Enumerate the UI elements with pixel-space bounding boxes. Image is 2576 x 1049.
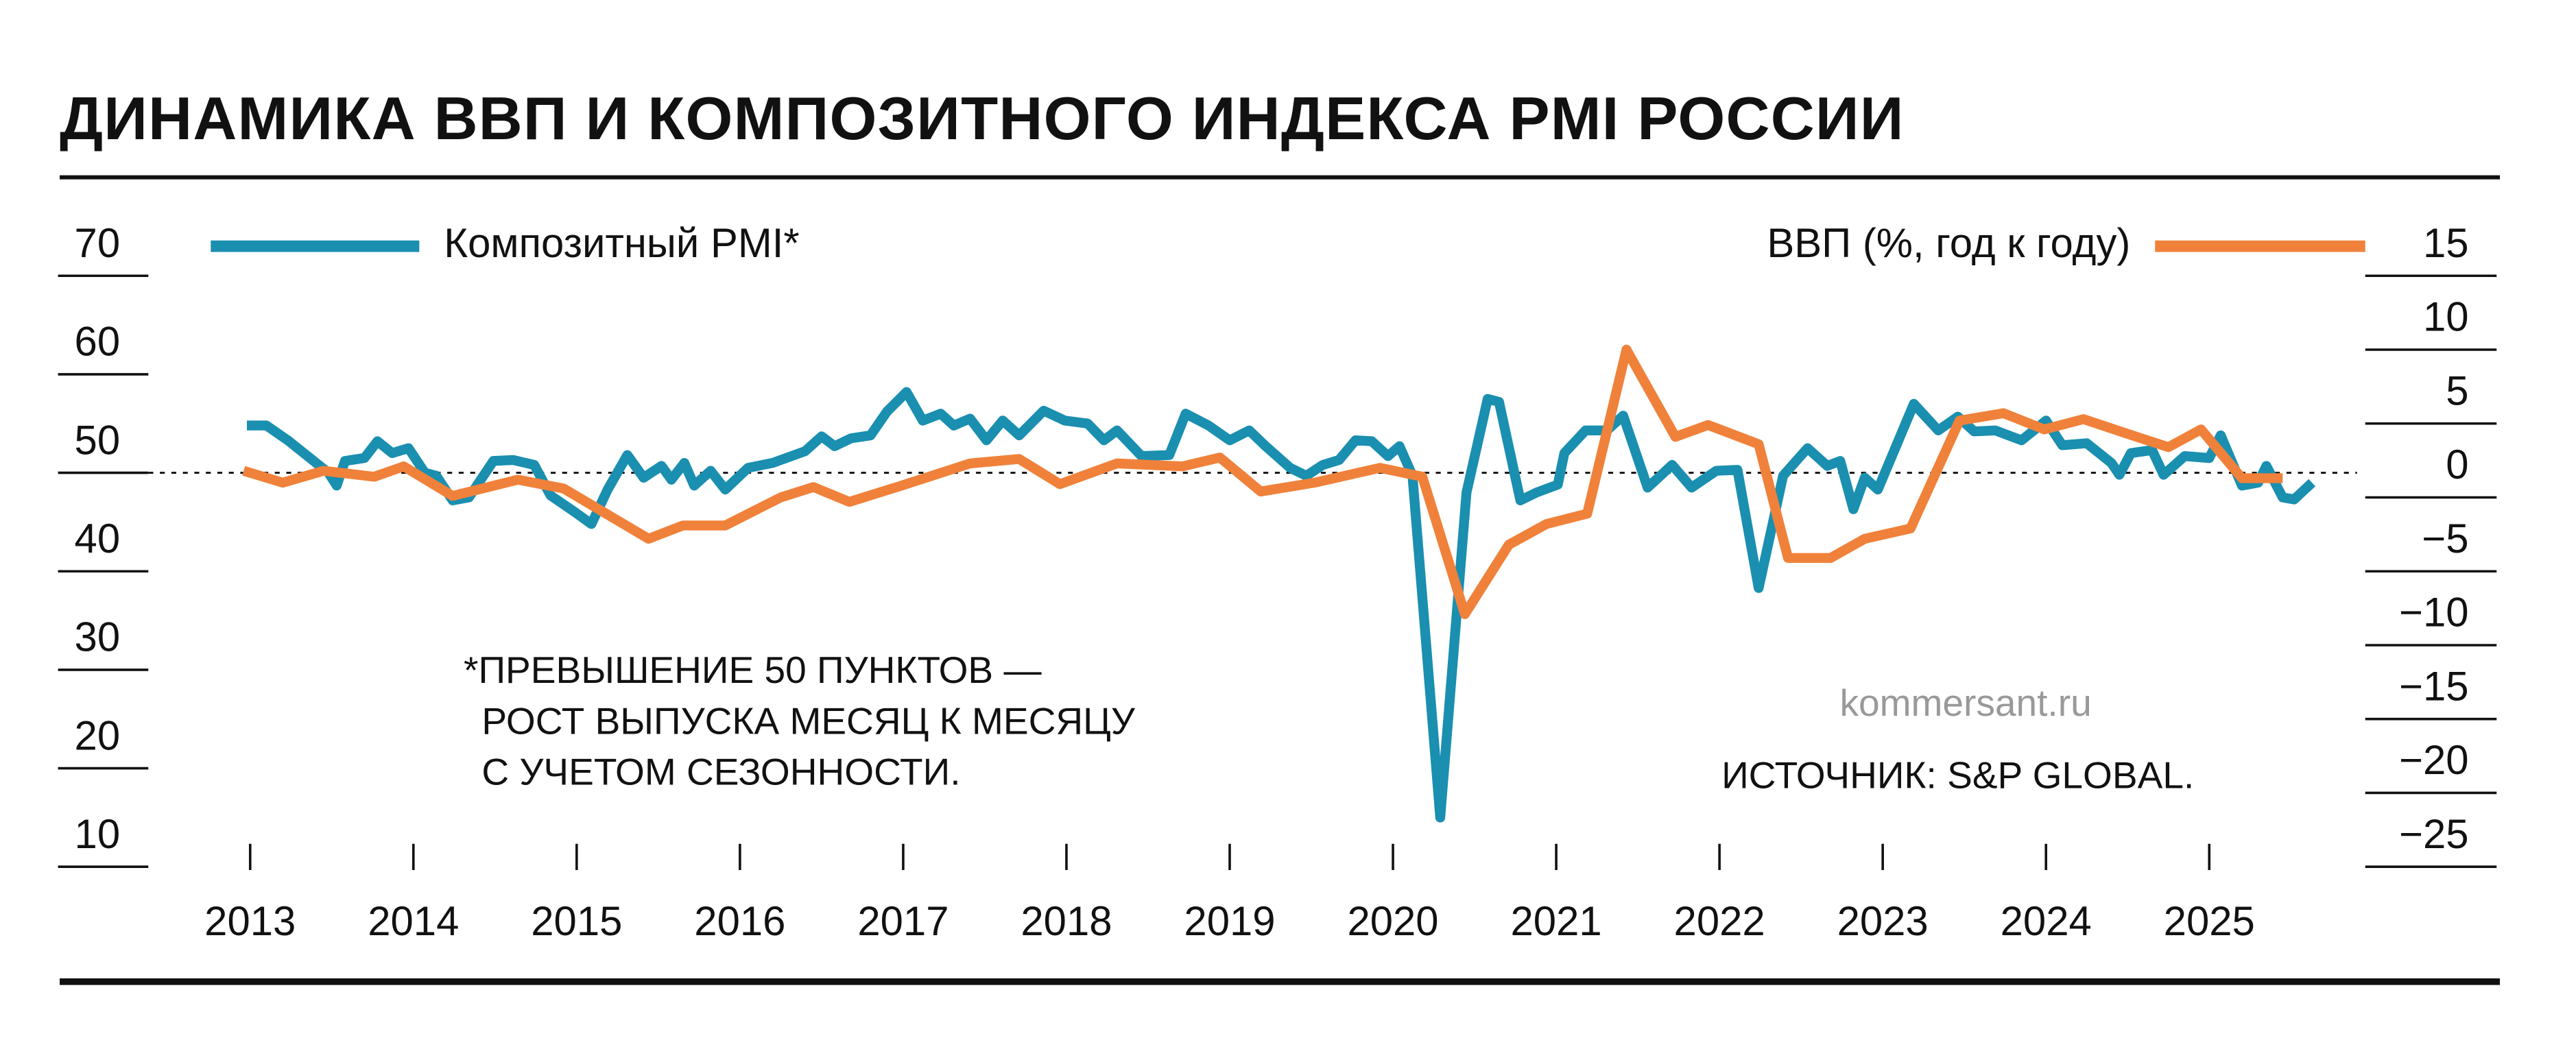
y2-tick-label: 0 bbox=[2446, 442, 2468, 487]
annotation: *ПРЕВЫШЕНИЕ 50 ПУНКТОВ — bbox=[464, 649, 1042, 691]
legend-label: Композитный PMI* bbox=[444, 220, 799, 266]
y-tick-label: 30 bbox=[75, 614, 121, 660]
y-tick-label: 20 bbox=[75, 712, 121, 758]
y-tick-label: 10 bbox=[75, 811, 121, 857]
source: ИСТОЧНИК: S&P GLOBAL. bbox=[1721, 753, 2194, 796]
y2-tick-label: −10 bbox=[2399, 590, 2469, 636]
x-tick-label: 2024 bbox=[2001, 898, 2092, 944]
x-tick-label: 2014 bbox=[368, 898, 459, 944]
y2-tick-label: 15 bbox=[2423, 220, 2469, 266]
x-tick-label: 2021 bbox=[1511, 898, 1602, 944]
series-line bbox=[242, 344, 2283, 619]
annotation: РОСТ ВЫПУСКА МЕСЯЦ К МЕСЯЦУ bbox=[481, 699, 1135, 742]
y2-tick-label: −25 bbox=[2399, 811, 2469, 857]
y-tick-label: 40 bbox=[75, 516, 121, 562]
x-tick-label: 2020 bbox=[1347, 898, 1438, 944]
legend-label: ВВП (%, год к году) bbox=[1767, 220, 2130, 266]
x-tick-label: 2013 bbox=[204, 898, 296, 944]
x-tick-label: 2025 bbox=[2164, 898, 2255, 944]
series-line bbox=[246, 387, 2316, 823]
y-tick-label: 70 bbox=[75, 220, 121, 266]
watermark: kommersant.ru bbox=[1840, 682, 2092, 724]
y2-tick-label: −5 bbox=[2422, 516, 2468, 562]
x-tick-label: 2022 bbox=[1674, 898, 1765, 944]
y2-tick-label: −20 bbox=[2399, 737, 2469, 783]
x-tick-label: 2017 bbox=[857, 898, 949, 944]
chart-title: ДИНАМИКА ВВП И КОМПОЗИТНОГО ИНДЕКСА PMI … bbox=[60, 84, 1905, 152]
y-tick-label: 60 bbox=[75, 319, 121, 365]
x-tick-label: 2016 bbox=[694, 898, 785, 944]
y-tick-label: 50 bbox=[75, 417, 121, 463]
y2-tick-label: −15 bbox=[2399, 663, 2469, 709]
y2-tick-label: 10 bbox=[2423, 294, 2469, 340]
x-tick-label: 2015 bbox=[531, 898, 622, 944]
annotation: С УЧЕТОМ СЕЗОННОСТИ. bbox=[481, 751, 960, 793]
x-tick-label: 2018 bbox=[1021, 898, 1112, 944]
x-tick-label: 2023 bbox=[1837, 898, 1929, 944]
x-tick-label: 2019 bbox=[1184, 898, 1275, 944]
y2-tick-label: 5 bbox=[2446, 367, 2468, 413]
